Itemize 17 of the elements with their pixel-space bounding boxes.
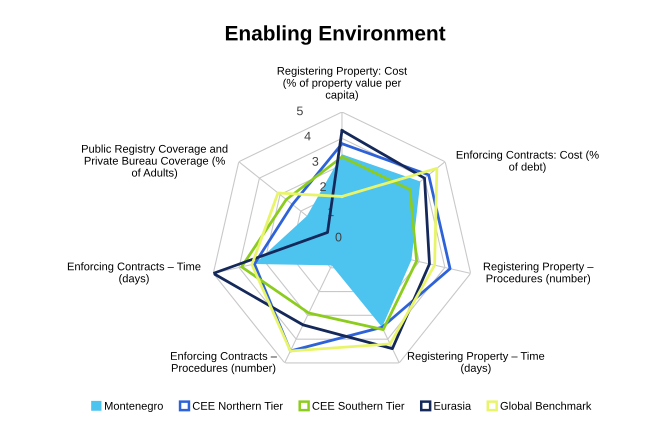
legend-label: Global Benchmark [500,402,592,410]
legend-label: Montenegro [105,402,163,412]
spoke-label: Registering Property: Cost (% of property value per capita) [278,66,408,101]
y-tick-label: 5 [296,106,303,116]
spoke-label: Enforcing Contracts: Cost (% of debt) [456,150,599,173]
y-tick-label: 0 [336,232,342,242]
legend-label: CEE Northern Tier [192,402,283,410]
spoke-label: Registering Property – Procedures (number) [484,262,594,285]
y-tick-label: 3 [312,156,318,166]
chart-title: Enabling Environment [226,25,446,45]
legend-label: CEE Southern Tier [312,402,404,410]
spoke-label: Enforcing Contracts – Procedures (number) [170,352,277,374]
spoke-label: Registering Property – Time (days) [408,352,544,374]
spoke-label: Enforcing Contracts – Time (days) [68,262,201,285]
legend-label: Eurasia [434,402,472,410]
y-tick-label: 4 [304,132,311,140]
spoke-label: Public Registry Coverage and Private Bureau Coverage (% of Adults) [82,144,228,179]
